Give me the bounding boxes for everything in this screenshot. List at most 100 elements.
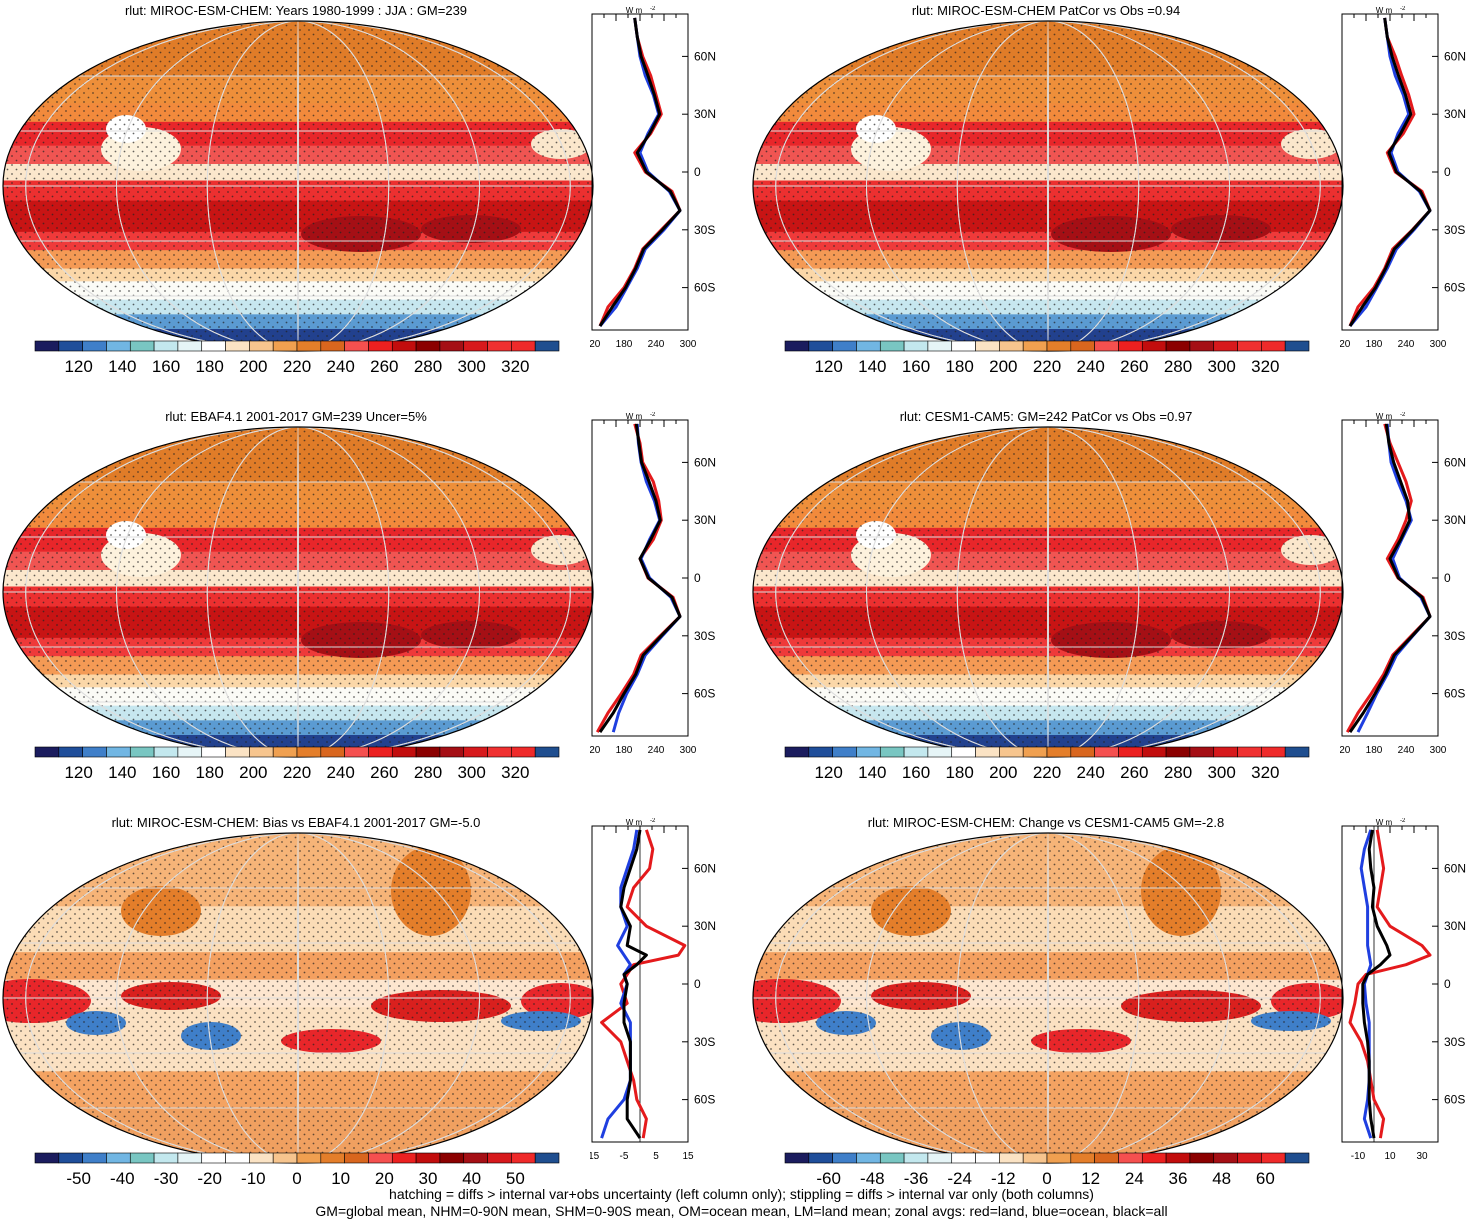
colorbar-swatch xyxy=(1022,1152,1048,1164)
colorbar-tick-label: 0 xyxy=(292,1169,301,1188)
colorbar-swatch xyxy=(1284,340,1310,352)
colorbar-swatch xyxy=(177,746,203,758)
profile-x-tick-label: 5 xyxy=(653,1151,659,1162)
colorbar-tick-label: 10 xyxy=(331,1169,350,1188)
colorbar-swatch xyxy=(927,1152,953,1164)
colorbar-swatch xyxy=(487,1152,512,1164)
colorbar-swatch xyxy=(1046,1152,1072,1164)
colorbar-swatch xyxy=(344,340,369,352)
colorbar-swatch xyxy=(1189,340,1215,352)
colorbar-swatch xyxy=(1022,746,1048,758)
colorbar-swatch xyxy=(82,340,107,352)
colorbar-swatch xyxy=(106,746,131,758)
profile-x-tick-label: 240 xyxy=(648,339,665,350)
colorbar-tick-label: -10 xyxy=(241,1169,266,1188)
profile-frame xyxy=(1341,419,1439,737)
colorbar-swatch xyxy=(951,746,976,758)
profile-lat-label: 30N xyxy=(1444,919,1466,933)
colorbar-tick-label: 120 xyxy=(814,357,842,376)
profile-all-line xyxy=(598,17,682,327)
colorbar-swatch xyxy=(808,340,833,352)
profile-frame xyxy=(591,419,689,737)
colorbar-swatch xyxy=(320,746,345,758)
graticule-meridian xyxy=(25,833,571,1163)
colorbar-swatch xyxy=(1261,746,1286,758)
colorbar-swatch xyxy=(391,746,417,758)
colorbar-tick-label: 160 xyxy=(152,357,180,376)
colorbar-swatch xyxy=(534,1152,560,1164)
graticule-meridian xyxy=(865,21,1231,351)
profile-x-tick-label: 15 xyxy=(682,1151,694,1162)
colorbar-tick-label: 300 xyxy=(457,357,485,376)
zonal-profile: W m -2 60N 30N 0 30S 60S -10 10 30 xyxy=(1341,818,1466,1162)
profile-x-tick-label: 300 xyxy=(1430,745,1447,756)
colorbar-tick-label: 30 xyxy=(419,1169,438,1188)
colorbar-swatch xyxy=(832,1152,857,1164)
profile-unit-exponent: -2 xyxy=(1400,818,1406,824)
profile-x-tick-label: 300 xyxy=(680,745,697,756)
graticule-meridian xyxy=(865,833,1231,1163)
colorbar-swatch xyxy=(201,340,226,352)
profile-x-tick-label: 180 xyxy=(616,339,633,350)
colorbar-swatch xyxy=(879,1152,905,1164)
profile-land-line xyxy=(595,423,682,733)
graticule-meridian xyxy=(297,427,299,757)
colorbar-tick-label: -12 xyxy=(991,1169,1016,1188)
colorbar-swatch xyxy=(439,340,465,352)
map-title: rlut: EBAF4.1 2001-2017 GM=239 Uncer=5% xyxy=(165,409,427,424)
profile-frame xyxy=(1341,825,1439,1143)
colorbar-swatch xyxy=(58,1152,83,1164)
colorbar-tick-label: -50 xyxy=(66,1169,91,1188)
colorbar-swatch xyxy=(999,746,1024,758)
colorbar-tick-label: -48 xyxy=(860,1169,885,1188)
graticule-meridian xyxy=(115,833,481,1163)
colorbar-swatch xyxy=(1070,340,1095,352)
graticule-meridian xyxy=(1047,21,1049,351)
colorbar-tick-label: 280 xyxy=(1164,763,1192,782)
colorbar-swatch xyxy=(927,746,953,758)
colorbar-swatch xyxy=(1237,1152,1262,1164)
profile-lat-label: 30N xyxy=(694,919,716,933)
colorbar-swatch xyxy=(129,340,155,352)
colorbar: -50 -40 -30 -20 -10 0 10 20 30 40 50 xyxy=(34,1152,560,1188)
colorbar-swatch xyxy=(272,340,298,352)
colorbar-tick-label: 20 xyxy=(375,1169,394,1188)
colorbar-swatch xyxy=(439,1152,465,1164)
footer-line-1: hatching = diffs > internal var+obs unce… xyxy=(389,1186,1094,1202)
profile-x-tick-label: 120 xyxy=(1340,745,1351,756)
colorbar-tick-label: 240 xyxy=(1076,357,1104,376)
colorbar-tick-label: 180 xyxy=(945,357,973,376)
colorbar-tick-label: -20 xyxy=(197,1169,222,1188)
colorbar-tick-label: 320 xyxy=(501,357,529,376)
colorbar-tick-label: 300 xyxy=(1207,763,1235,782)
colorbar-swatch xyxy=(808,746,833,758)
colorbar-tick-label: 320 xyxy=(1251,357,1279,376)
colorbar-swatch xyxy=(415,1152,441,1164)
colorbar-swatch xyxy=(1118,1152,1143,1164)
colorbar-swatch xyxy=(34,340,60,352)
profile-land-line xyxy=(1348,17,1432,327)
colorbar-swatch xyxy=(999,1152,1024,1164)
map-panel xyxy=(2,426,594,758)
map-panel xyxy=(2,832,594,1164)
colorbar-tick-label: -30 xyxy=(154,1169,179,1188)
profile-land-line xyxy=(1345,423,1432,733)
profile-x-tick-label: -5 xyxy=(620,1151,629,1162)
colorbar-tick-label: 120 xyxy=(814,763,842,782)
profile-unit: W m xyxy=(1376,818,1393,827)
colorbar-tick-label: 140 xyxy=(108,763,136,782)
colorbar-tick-label: 220 xyxy=(1033,357,1061,376)
profile-x-tick-label: -15 xyxy=(590,1151,600,1162)
colorbar-swatch xyxy=(1261,340,1286,352)
profile-lat-label: 30N xyxy=(1444,513,1466,527)
colorbar-swatch xyxy=(511,746,536,758)
profile-x-tick-label: 120 xyxy=(590,745,601,756)
colorbar-swatch xyxy=(82,1152,107,1164)
graticule-meridian xyxy=(115,21,481,351)
profile-lat-label: 0 xyxy=(694,165,701,179)
colorbar-swatch xyxy=(1070,746,1095,758)
colorbar-tick-label: 260 xyxy=(1120,763,1148,782)
colorbar-tick-label: 240 xyxy=(326,763,354,782)
colorbar-swatch xyxy=(463,1152,488,1164)
profile-unit: W m xyxy=(626,6,643,15)
